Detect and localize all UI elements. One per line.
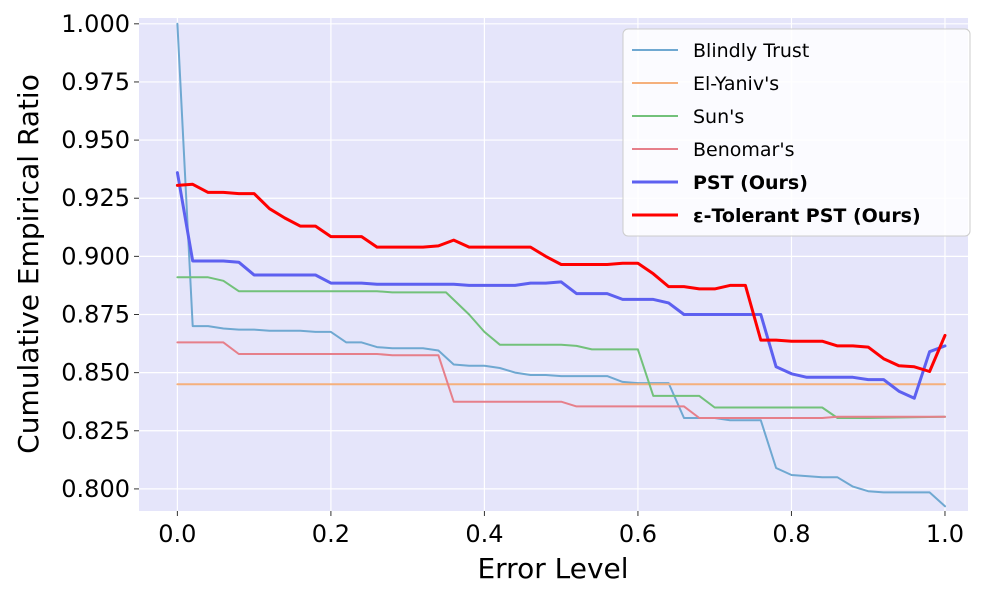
legend-label-1: El-Yaniv's bbox=[693, 73, 779, 95]
x-tick-label-4: 0.8 bbox=[772, 520, 810, 548]
x-tick-label-0: 0.0 bbox=[158, 520, 196, 548]
x-axis-label: Error Level bbox=[477, 552, 628, 585]
y-tick-label-6: 0.950 bbox=[61, 126, 130, 154]
legend-label-5: ε-Tolerant PST (Ours) bbox=[693, 205, 921, 227]
series-line-0 bbox=[176, 22, 946, 508]
legend-label-0: Blindly Trust bbox=[693, 40, 809, 62]
series-lines bbox=[175, 22, 947, 508]
grid bbox=[139, 18, 968, 511]
series-line-2 bbox=[176, 276, 946, 419]
series-line-4 bbox=[175, 171, 947, 400]
y-tick-label-7: 0.975 bbox=[61, 68, 130, 96]
legend: Blindly Trust El-Yaniv's Sun's Benomar's PST… bbox=[622, 28, 971, 237]
y-tick-label-2: 0.850 bbox=[61, 359, 130, 387]
legend-label-4: PST (Ours) bbox=[693, 172, 808, 194]
x-axis-ticks: 0.0 0.2 0.4 0.6 0.8 1.0 bbox=[158, 511, 964, 548]
legend-label-2: Sun's bbox=[693, 106, 744, 128]
y-tick-label-4: 0.900 bbox=[61, 242, 130, 270]
x-tick-label-3: 0.6 bbox=[619, 520, 657, 548]
x-tick-label-5: 1.0 bbox=[926, 520, 964, 548]
y-tick-label-8: 1.000 bbox=[61, 10, 130, 38]
y-tick-label-3: 0.875 bbox=[61, 300, 130, 328]
y-axis-ticks: 0.800 0.825 0.850 0.875 0.900 0.925 0.950 0.975… bbox=[61, 10, 139, 503]
y-tick-label-5: 0.925 bbox=[61, 184, 130, 212]
y-axis-label: Cumulative Empirical Ratio bbox=[12, 74, 45, 454]
x-tick-label-1: 0.2 bbox=[312, 520, 350, 548]
y-tick-label-1: 0.825 bbox=[61, 417, 130, 445]
series-line-5 bbox=[175, 182, 947, 373]
series-line-3 bbox=[176, 341, 946, 419]
legend-box bbox=[622, 28, 971, 237]
y-tick-label-0: 0.800 bbox=[61, 475, 130, 503]
x-tick-label-2: 0.4 bbox=[465, 520, 503, 548]
legend-label-3: Benomar's bbox=[693, 139, 794, 161]
